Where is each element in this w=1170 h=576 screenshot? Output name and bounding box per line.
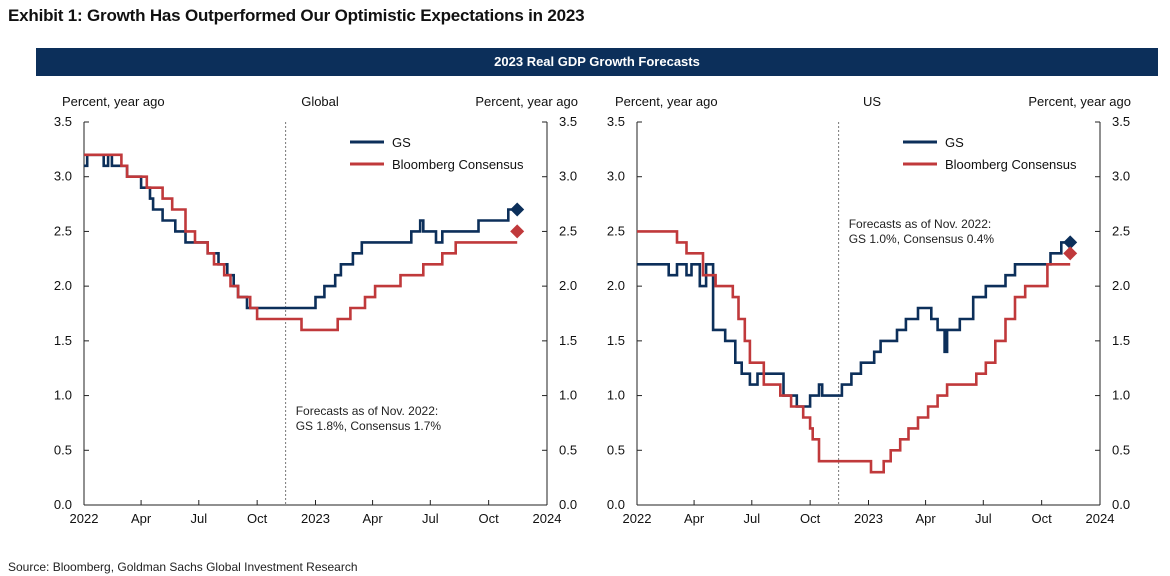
y-tick-label-left: 0.0: [607, 497, 625, 512]
right-axis-label: Percent, year ago: [1028, 94, 1131, 109]
y-tick-label-right: 2.5: [559, 223, 577, 238]
y-tick-label-left: 0.5: [54, 442, 72, 457]
series-endpoint-bloomberg-consensus: [510, 224, 525, 239]
source-note: Source: Bloomberg, Goldman Sachs Global …: [8, 560, 358, 574]
y-tick-label-right: 0.5: [559, 442, 577, 457]
series-endpoint-gs: [1063, 235, 1078, 250]
series-line-bloomberg-consensus: [637, 230, 1071, 474]
y-tick-label-right: 1.0: [559, 388, 577, 403]
legend-label: GS: [945, 135, 964, 150]
y-tick-label-left: 3.0: [607, 169, 625, 184]
chart-banner: 2023 Real GDP Growth Forecasts: [36, 48, 1158, 76]
y-tick-label-right: 0.0: [1112, 497, 1130, 512]
x-tick-label: 2024: [533, 511, 562, 526]
right-axis-label: Percent, year ago: [475, 94, 578, 109]
panel-title: Global: [301, 94, 339, 109]
x-tick-label: 2022: [623, 511, 652, 526]
exhibit-title: Exhibit 1: Growth Has Outperformed Our O…: [8, 6, 585, 25]
y-tick-label-right: 0.5: [1112, 442, 1130, 457]
x-tick-label: Oct: [800, 511, 821, 526]
forecast-annotation: Forecasts as of Nov. 2022:: [849, 217, 992, 231]
left-axis-label: Percent, year ago: [62, 94, 165, 109]
y-tick-label-right: 1.5: [1112, 333, 1130, 348]
y-tick-label-left: 0.5: [607, 442, 625, 457]
x-tick-label: Jul: [743, 511, 760, 526]
series-line-gs: [637, 241, 1071, 408]
panel-title: US: [863, 94, 881, 109]
y-tick-label-left: 3.0: [54, 169, 72, 184]
forecast-annotation: GS 1.0%, Consensus 0.4%: [849, 232, 995, 246]
y-tick-label-left: 0.0: [54, 497, 72, 512]
y-tick-label-right: 1.5: [559, 333, 577, 348]
x-tick-label: Jul: [190, 511, 207, 526]
y-tick-label-left: 2.5: [54, 223, 72, 238]
y-tick-label-right: 2.5: [1112, 223, 1130, 238]
y-tick-label-right: 3.5: [1112, 114, 1130, 129]
forecast-annotation: Forecasts as of Nov. 2022:: [296, 404, 439, 418]
x-tick-label: Apr: [131, 511, 152, 526]
y-tick-label-left: 1.5: [54, 333, 72, 348]
y-tick-label-left: 3.5: [54, 114, 72, 129]
series-endpoint-bloomberg-consensus: [1063, 246, 1078, 261]
y-tick-label-left: 1.5: [607, 333, 625, 348]
y-tick-label-right: 2.0: [559, 278, 577, 293]
x-tick-label: 2023: [301, 511, 330, 526]
x-tick-label: Jul: [975, 511, 992, 526]
charts-canvas: 0.0 0.0 0.5 0.5 1.0 1.0 1.5 1.5 2.0 2.0 2.5 2.5 3.0 3…: [54, 94, 1131, 526]
x-tick-label: Jul: [422, 511, 439, 526]
x-tick-label: Apr: [915, 511, 936, 526]
x-tick-label: Oct: [247, 511, 268, 526]
y-tick-label-left: 1.0: [54, 388, 72, 403]
x-tick-label: Oct: [479, 511, 500, 526]
x-tick-label: Apr: [684, 511, 705, 526]
y-tick-label-right: 2.0: [1112, 278, 1130, 293]
y-tick-label-left: 2.5: [607, 223, 625, 238]
series-line-bloomberg-consensus: [84, 153, 518, 332]
x-tick-label: 2023: [854, 511, 883, 526]
x-tick-label: 2024: [1086, 511, 1115, 526]
y-tick-label-right: 3.0: [559, 169, 577, 184]
y-tick-label-right: 3.5: [559, 114, 577, 129]
y-tick-label-right: 1.0: [1112, 388, 1130, 403]
x-tick-label: Apr: [362, 511, 383, 526]
y-tick-label-left: 2.0: [54, 278, 72, 293]
y-tick-label-left: 2.0: [607, 278, 625, 293]
series-line-gs: [84, 153, 518, 310]
left-axis-label: Percent, year ago: [615, 94, 718, 109]
x-tick-label: Oct: [1032, 511, 1053, 526]
y-tick-label-left: 1.0: [607, 388, 625, 403]
legend-label: Bloomberg Consensus: [945, 157, 1077, 172]
y-tick-label-right: 0.0: [559, 497, 577, 512]
legend-label: Bloomberg Consensus: [392, 157, 524, 172]
y-tick-label-left: 3.5: [607, 114, 625, 129]
x-tick-label: 2022: [70, 511, 99, 526]
forecast-annotation: GS 1.8%, Consensus 1.7%: [296, 419, 442, 433]
y-tick-label-right: 3.0: [1112, 169, 1130, 184]
series-endpoint-gs: [510, 202, 525, 217]
legend-label: GS: [392, 135, 411, 150]
